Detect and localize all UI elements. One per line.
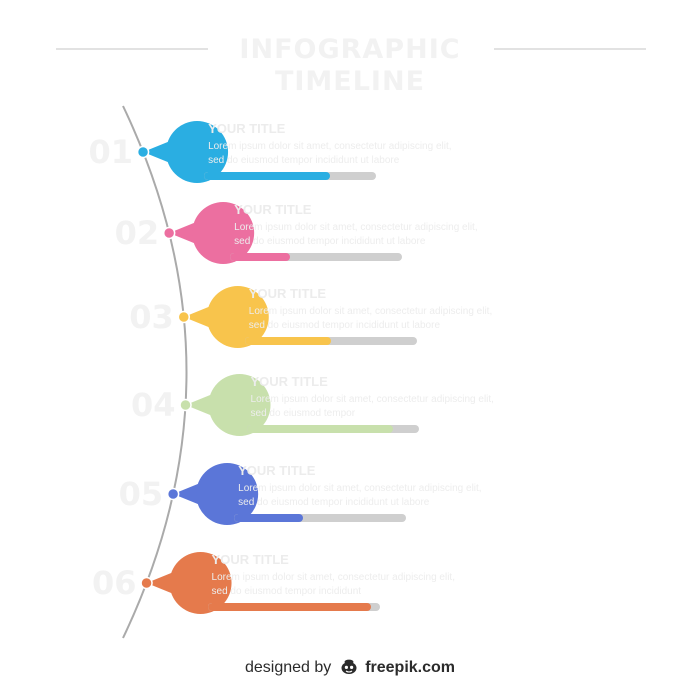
marker-circle [166,121,229,183]
step-heading: YOUR TITLE [250,374,328,389]
progress-bar [207,603,380,611]
step-marker [179,374,271,436]
step-body-line: sed do eiusmod tempor incididunt ut labo… [234,236,426,247]
step-marker [136,121,229,183]
marker-circle [196,463,259,525]
progress-fill [246,425,393,433]
step-body-line: sed do eiusmod tempor incididunt [211,586,362,597]
spine-dot [179,398,192,412]
step-number: 01 [88,133,134,171]
progress-fill [230,253,291,261]
progress-bar [204,172,377,180]
attribution-footer: designed by freepik.com [0,656,700,680]
step-heading: YOUR TITLE [211,552,289,567]
step-marker [166,463,259,525]
progress-fill [204,172,331,180]
step-body-line: sed do eiusmod tempor incididunt ut labo… [248,320,441,331]
progress-bar [244,337,417,345]
step-body-line: Lorem ipsum dolor sit amet, consectetur … [234,222,478,233]
step-marker [140,552,232,614]
spine-dot [162,226,176,240]
spine-dot [166,487,180,501]
progress-fill [244,337,331,345]
marker-circle [192,202,255,264]
attribution-brand: freepik.com [365,659,455,676]
step-heading: YOUR TITLE [238,463,316,478]
marker-circle [208,374,271,436]
marker-circle [206,286,269,348]
timeline-spine [122,105,188,639]
step-body-line: sed do eiusmod tempor incididunt ut labo… [208,155,400,166]
step-number: 05 [118,475,164,513]
step-body-line: Lorem ipsum dolor sit amet, consectetur … [208,141,452,152]
title-rule-left [56,48,208,50]
step-body-line: sed do eiusmod tempor [250,408,356,419]
step-number: 03 [129,298,174,336]
step-body-line: Lorem ipsum dolor sit amet, consectetur … [238,483,482,494]
title-rule-right [494,48,646,50]
spine-dot [136,145,150,159]
progress-bar [234,514,407,522]
marker-circle [169,552,232,614]
infographic-title: INFOGRAPHIC TIMELINE [239,34,461,97]
step-body-line: Lorem ipsum dolor sit amet, consectetur … [250,394,494,405]
step-body-line: Lorem ipsum dolor sit amet, consectetur … [211,572,455,583]
step-number: 04 [130,386,176,424]
step-heading: YOUR TITLE [208,121,286,136]
step-heading: YOUR TITLE [248,286,327,301]
step-marker [162,202,255,264]
step-body-line: sed do eiusmod tempor incididunt ut labo… [238,497,430,508]
step-number: 06 [92,564,137,602]
step-heading: YOUR TITLE [234,202,312,217]
step-marker [177,286,269,348]
progress-bar [246,425,419,433]
freepik-logo-icon [341,659,357,674]
attribution-text: designed by [244,659,332,676]
step-number: 02 [114,214,160,252]
spine-dot [140,576,153,590]
progress-bar [230,253,403,261]
progress-fill [207,603,371,611]
spine-dot [177,310,191,324]
progress-fill [234,514,304,522]
step-body-line: Lorem ipsum dolor sit amet, consectetur … [248,306,493,317]
